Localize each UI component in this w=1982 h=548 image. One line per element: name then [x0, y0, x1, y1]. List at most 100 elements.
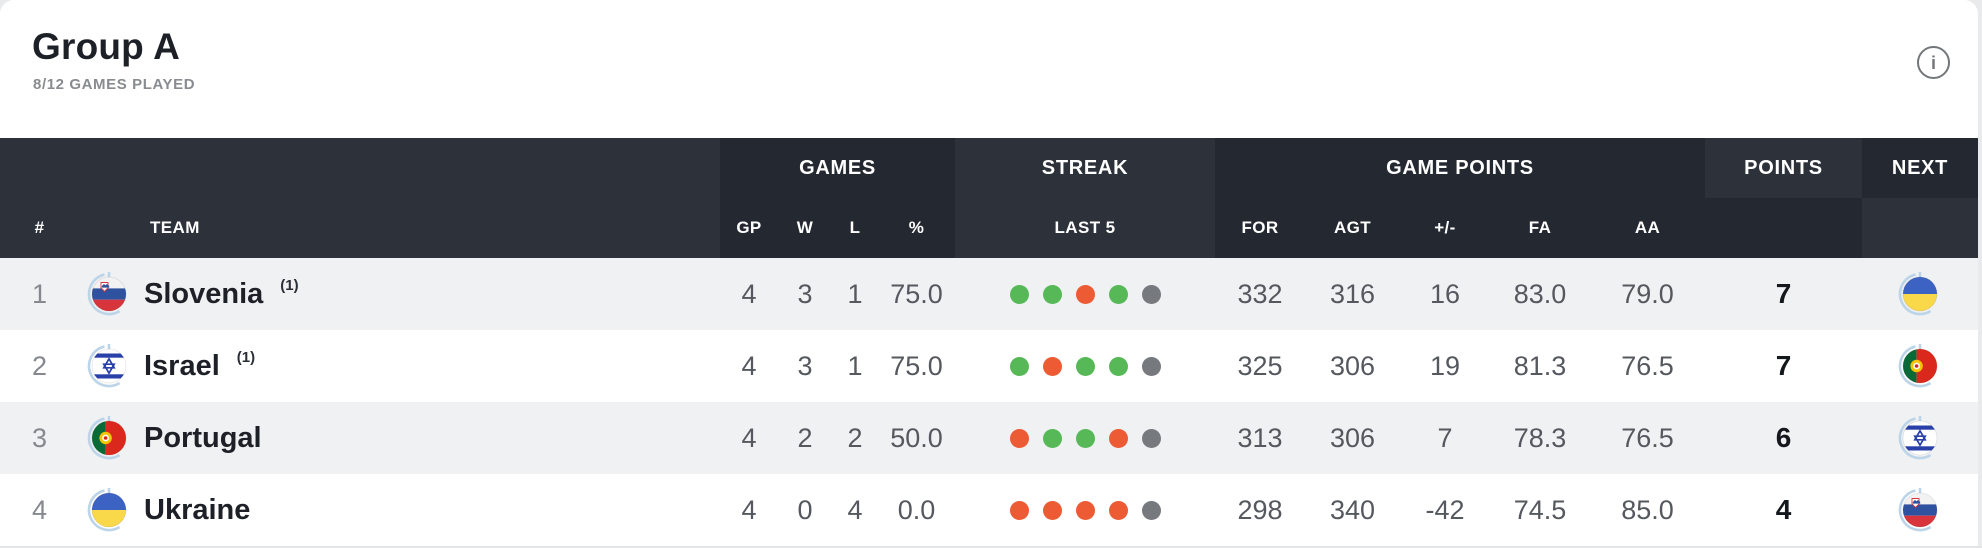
table-row[interactable]: 4 Ukraine 4 0 4 0.0 298 340 -42 74.5 85.… — [0, 474, 1978, 546]
streak-dot-loss — [1075, 284, 1095, 304]
col-last5: LAST 5 — [955, 198, 1215, 258]
for-cell: 313 — [1237, 422, 1283, 453]
streak-dot-pending — [1141, 356, 1161, 376]
gp-cell: 4 — [741, 278, 757, 309]
col-l: L — [832, 198, 878, 258]
streak-dots — [1009, 428, 1161, 448]
group-next: NEXT — [1862, 138, 1978, 198]
team-cell[interactable]: Ukraine — [65, 488, 720, 532]
col-pct: % — [878, 198, 955, 258]
pct-cell: 0.0 — [897, 494, 936, 525]
table-row[interactable]: 1 Slovenia (1) 4 3 1 75.0 332 316 16 83.… — [0, 258, 1978, 330]
team-flag-icon — [87, 416, 131, 460]
plusminus-cell: 7 — [1437, 422, 1453, 453]
streak-dot-win — [1108, 284, 1128, 304]
w-cell: 0 — [797, 494, 813, 525]
team-seed: (1) — [236, 348, 256, 366]
agt-cell: 306 — [1329, 422, 1376, 453]
streak-dot-loss — [1108, 500, 1128, 520]
group-streak: STREAK — [955, 138, 1215, 198]
page-title: Group A — [32, 26, 181, 67]
l-cell: 1 — [847, 350, 863, 381]
col-rank: # — [0, 198, 65, 258]
col-plusminus: +/- — [1400, 198, 1490, 258]
aa-cell: 85.0 — [1621, 494, 1674, 525]
pct-cell: 50.0 — [890, 422, 943, 453]
games-played-subtitle: 8/12 GAMES PLAYED — [33, 76, 196, 93]
streak-dot-win — [1009, 356, 1029, 376]
streak-dot-loss — [1075, 500, 1095, 520]
next-opponent-flag-icon — [1898, 488, 1942, 532]
streak-dot-win — [1075, 356, 1095, 376]
col-gp: GP — [720, 198, 778, 258]
table-column-header: # TEAM GP W L % LAST 5 FOR AGT +/- FA AA — [0, 198, 1978, 258]
rank-cell: 3 — [31, 422, 48, 453]
fa-cell: 83.0 — [1513, 278, 1567, 309]
table-group-header: GAMES STREAK GAME POINTS POINTS NEXT — [0, 138, 1978, 198]
aa-cell: 79.0 — [1621, 278, 1674, 309]
title-area: Group A 8/12 GAMES PLAYED i — [0, 0, 1978, 138]
for-cell: 325 — [1237, 350, 1283, 381]
next-opponent-flag-icon — [1898, 416, 1942, 460]
col-team: TEAM — [65, 198, 720, 258]
aa-cell: 76.5 — [1621, 350, 1674, 381]
points-cell: 6 — [1775, 422, 1792, 453]
col-agt: AGT — [1305, 198, 1400, 258]
team-cell[interactable]: Israel (1) — [65, 344, 720, 388]
plusminus-cell: -42 — [1425, 494, 1465, 525]
rank-cell: 4 — [31, 494, 48, 525]
aa-cell: 76.5 — [1621, 422, 1674, 453]
team-name[interactable]: Israel — [144, 349, 220, 382]
streak-dot-loss — [1009, 428, 1029, 448]
for-cell: 298 — [1237, 494, 1283, 525]
team-flag-icon — [87, 272, 131, 316]
fa-cell: 78.3 — [1513, 422, 1567, 453]
next-opponent-flag-icon — [1898, 272, 1942, 316]
table-row[interactable]: 2 Israel (1) 4 3 1 75.0 325 306 19 81.3 … — [0, 330, 1978, 402]
team-flag-icon — [87, 488, 131, 532]
w-cell: 3 — [797, 350, 813, 381]
points-cell: 4 — [1775, 494, 1792, 525]
team-cell[interactable]: Portugal — [65, 416, 720, 460]
streak-dot-pending — [1141, 500, 1161, 520]
team-cell[interactable]: Slovenia (1) — [65, 272, 720, 316]
col-for: FOR — [1215, 198, 1305, 258]
agt-cell: 306 — [1329, 350, 1376, 381]
streak-dot-loss — [1042, 356, 1062, 376]
streak-dot-loss — [1042, 500, 1062, 520]
table-body: 1 Slovenia (1) 4 3 1 75.0 332 316 16 83.… — [0, 258, 1978, 546]
w-cell: 2 — [797, 422, 813, 453]
streak-dot-loss — [1009, 500, 1029, 520]
table-row[interactable]: 3 Portugal 4 2 2 50.0 313 306 7 78.3 76.… — [0, 402, 1978, 474]
plusminus-cell: 19 — [1429, 350, 1461, 381]
streak-dot-pending — [1141, 284, 1161, 304]
col-w: W — [778, 198, 832, 258]
fa-cell: 74.5 — [1513, 494, 1567, 525]
group-game-points: GAME POINTS — [1215, 138, 1705, 198]
l-cell: 1 — [847, 278, 863, 309]
streak-dots — [1009, 284, 1161, 304]
rank-cell: 1 — [31, 278, 48, 309]
gp-cell: 4 — [741, 494, 757, 525]
team-name[interactable]: Ukraine — [144, 493, 251, 526]
team-name[interactable]: Slovenia — [144, 277, 264, 310]
points-cell: 7 — [1775, 278, 1792, 309]
info-icon[interactable]: i — [1917, 46, 1950, 79]
streak-dot-win — [1042, 428, 1062, 448]
streak-dot-pending — [1141, 428, 1161, 448]
col-points-spacer — [1705, 198, 1862, 258]
w-cell: 3 — [797, 278, 813, 309]
fa-cell: 81.3 — [1513, 350, 1567, 381]
streak-dot-win — [1075, 428, 1095, 448]
next-opponent-flag-icon — [1898, 344, 1942, 388]
team-name[interactable]: Portugal — [144, 421, 262, 454]
for-cell: 332 — [1237, 278, 1283, 309]
gp-cell: 4 — [741, 422, 757, 453]
streak-dot-win — [1042, 284, 1062, 304]
group-points: POINTS — [1705, 138, 1862, 198]
l-cell: 2 — [847, 422, 863, 453]
l-cell: 4 — [847, 494, 863, 525]
col-next-spacer — [1862, 198, 1978, 258]
streak-dots — [1009, 356, 1161, 376]
